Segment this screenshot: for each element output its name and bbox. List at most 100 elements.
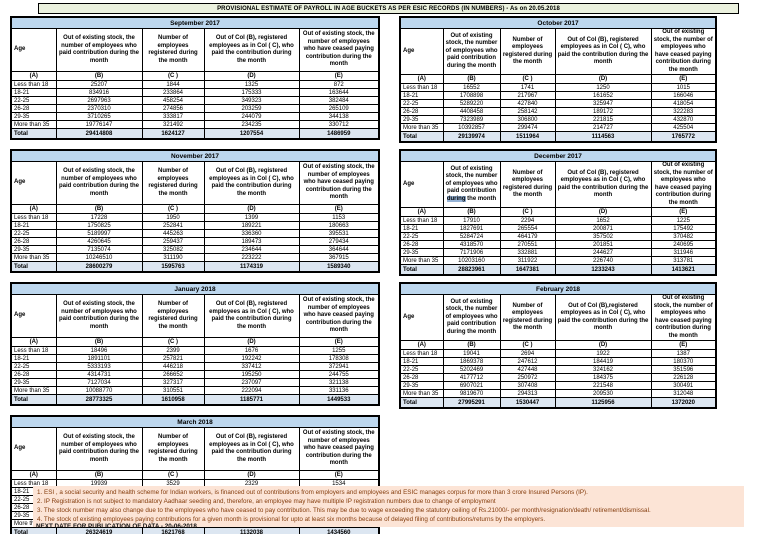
value-cell: 16552 — [442, 83, 501, 92]
value-cell: 4177712 — [442, 373, 501, 382]
month-table-september-2017: September 2017 Age Out of existing stock, … — [10, 16, 381, 140]
letter-row: (A) (B) (C ) (D) (E) — [399, 340, 717, 350]
value-cell: 3710265 — [55, 112, 143, 121]
month-header-row: March 2018 — [10, 415, 380, 428]
value-cell: 1153 — [298, 213, 380, 222]
total-value-cell: 28600279 — [55, 261, 143, 273]
age-group-cell: 29-35 — [399, 115, 444, 124]
data-row: 18-21 1827691 265554 200871 175492 — [399, 224, 717, 233]
age-group-cell: 22-25 — [10, 362, 57, 371]
value-cell: 234235 — [203, 120, 300, 129]
letter-cell: (D) — [554, 207, 652, 217]
letter-cell: (C ) — [141, 470, 205, 480]
age-group-cell: 29-35 — [10, 112, 57, 121]
value-cell: 336360 — [203, 229, 300, 238]
month-header-row: January 2018 — [10, 282, 380, 295]
data-row: 18-21 1869378 247612 184419 180370 — [399, 357, 717, 366]
column-header-age: Age — [399, 161, 444, 208]
letter-cell: (B) — [442, 74, 501, 84]
value-cell: 222094 — [203, 386, 300, 395]
tables-row: September 2017 Age Out of existing stock, … — [10, 16, 772, 143]
value-cell: 5189997 — [55, 229, 143, 238]
data-row: More than 35 9819670 294313 209530 312048 — [399, 389, 717, 398]
month-header-row: September 2017 — [10, 16, 380, 29]
total-row: Total 28823961 1647381 1233243 1413621 — [399, 264, 717, 276]
data-row: Less than 18 19041 2694 1922 1387 — [399, 349, 717, 358]
column-header-d: Out of Col (B), registered employees as … — [554, 161, 652, 208]
value-cell: 257821 — [141, 354, 205, 363]
value-cell: 252841 — [141, 221, 205, 230]
letter-row: (A) (B) (C ) (D) (E) — [10, 337, 380, 347]
value-cell: 1250 — [554, 83, 652, 92]
data-row: 26-28 4318570 270551 201851 240695 — [399, 240, 717, 249]
month-header: March 2018 — [10, 415, 380, 428]
value-cell: 382484 — [298, 96, 380, 105]
data-row: Less than 18 25207 1844 1325 872 — [10, 80, 380, 89]
total-label-cell: Total — [399, 397, 444, 409]
data-row: 29-35 7171906 332881 244627 311946 — [399, 248, 717, 257]
column-header-age: Age — [10, 427, 57, 471]
value-cell: 1844 — [141, 80, 205, 89]
column-header-row: Age Out of existing stock, the number of … — [10, 161, 380, 205]
total-value-cell: 1233243 — [554, 264, 652, 276]
value-cell: 464179 — [499, 232, 556, 241]
age-group-cell: 26-28 — [10, 370, 57, 379]
column-header-d: Out of Col (B),registered employees as i… — [554, 294, 652, 341]
letter-cell: (C ) — [141, 337, 205, 347]
value-cell: 1652 — [554, 216, 652, 225]
value-cell: 200871 — [554, 224, 652, 233]
month-tables-grid: September 2017 Age Out of existing stock, … — [10, 16, 772, 534]
column-header-b: Out of existing stock, the number of emp… — [55, 28, 143, 72]
age-group-cell: More than 35 — [10, 253, 57, 262]
column-header-c: Number of employees registered during th… — [499, 161, 556, 208]
age-group-cell: 18-21 — [10, 221, 57, 230]
value-cell: 310551 — [141, 386, 205, 395]
letter-cell: (E) — [650, 207, 717, 217]
age-group-cell: 29-35 — [10, 245, 57, 254]
month-header: December 2017 — [399, 149, 717, 162]
value-cell: 330712 — [298, 120, 380, 129]
data-row: More than 35 10392857 299474 214727 425504 — [399, 123, 717, 132]
total-value-cell: 1589340 — [298, 261, 380, 273]
value-cell: 7171906 — [442, 248, 501, 257]
data-row: 29-35 6907021 307408 221548 300491 — [399, 381, 717, 390]
data-row: 26-28 4314731 266652 195250 244755 — [10, 370, 380, 379]
age-group-cell: 22-25 — [399, 99, 444, 108]
value-cell: 344138 — [298, 112, 380, 121]
column-header-b: Out of existing stock, the number of emp… — [442, 161, 501, 208]
month-header-row: February 2018 — [399, 282, 717, 295]
letter-cell: (A) — [399, 340, 444, 350]
month-header-row: November 2017 — [10, 149, 380, 162]
month-header: February 2018 — [399, 282, 717, 295]
letter-row: (A) (B) (C ) (D) (E) — [10, 470, 380, 480]
value-cell: 209530 — [554, 389, 652, 398]
age-group-cell: More than 35 — [10, 120, 57, 129]
column-header-c: Number of employees registered during th… — [141, 294, 205, 338]
value-cell: 306800 — [499, 115, 556, 124]
column-header-age: Age — [399, 28, 444, 75]
data-row: Less than 18 16552 1741 1250 1015 — [399, 83, 717, 92]
total-label-cell: Total — [399, 264, 444, 276]
letter-cell: (E) — [298, 204, 380, 214]
value-cell: 7127034 — [55, 378, 143, 387]
value-cell: 322283 — [650, 107, 717, 116]
total-value-cell: 28773325 — [55, 394, 143, 406]
value-cell: 19041 — [442, 349, 501, 358]
next-publication-date: NEXT DATE FOR PUBLICATION OF DATA - 20-0… — [36, 523, 197, 530]
letter-cell: (D) — [203, 204, 300, 214]
column-header-b: Out of existing stock, the number of emp… — [55, 427, 143, 471]
value-cell: 427840 — [499, 99, 556, 108]
age-group-cell: 18-21 — [399, 357, 444, 366]
value-cell: 1708898 — [442, 91, 501, 100]
value-cell: 195250 — [203, 370, 300, 379]
letter-cell: (C ) — [141, 204, 205, 214]
value-cell: 5202469 — [442, 365, 501, 374]
total-value-cell: 1114563 — [554, 131, 652, 143]
value-cell: 163644 — [298, 88, 380, 97]
letter-cell: (E) — [298, 470, 380, 480]
value-cell: 370482 — [650, 232, 717, 241]
total-value-cell: 1647381 — [499, 264, 556, 276]
age-group-cell: 26-28 — [10, 237, 57, 246]
value-cell: 425504 — [650, 123, 717, 132]
value-cell: 184419 — [554, 357, 652, 366]
